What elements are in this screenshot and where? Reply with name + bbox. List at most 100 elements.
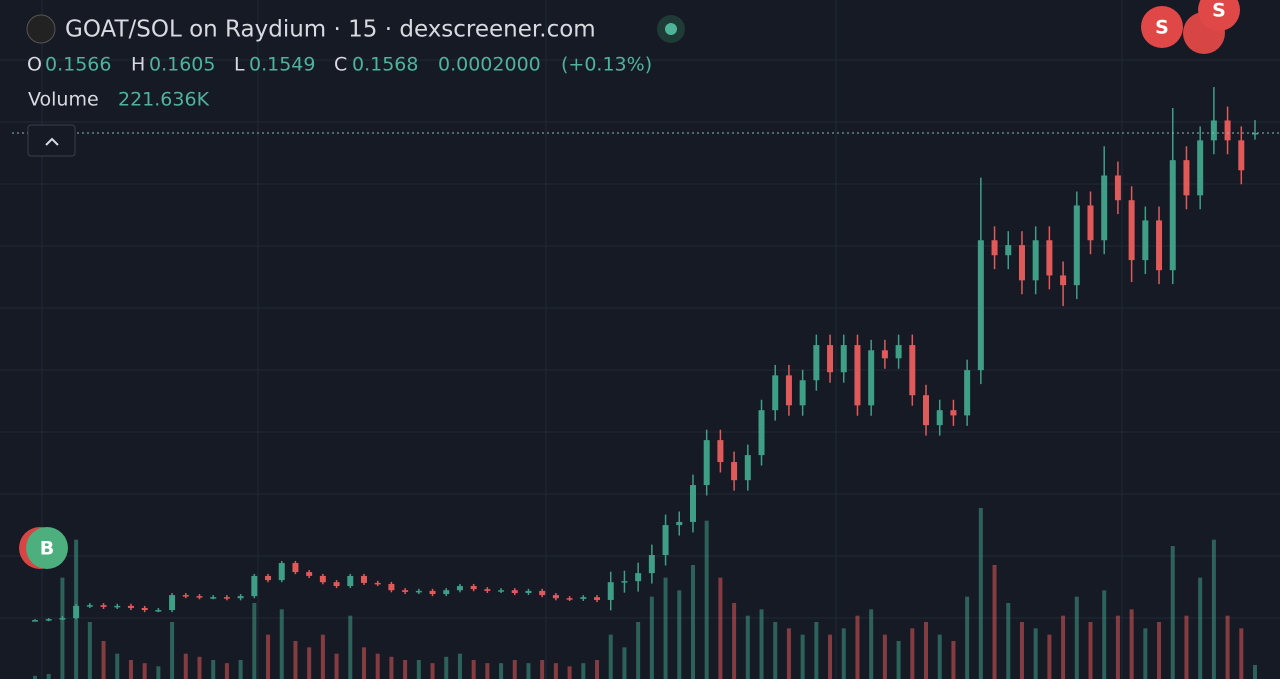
candle-body	[1005, 245, 1012, 256]
volume-bar	[33, 675, 37, 679]
trade-marker	[1141, 6, 1183, 48]
candle-body	[854, 345, 861, 406]
change-value: 0.0002000	[438, 54, 541, 76]
candle-body	[772, 375, 779, 411]
volume-bar	[937, 634, 942, 679]
candle-body	[114, 605, 121, 608]
candle-body	[621, 581, 628, 583]
chevron-icon[interactable]	[45, 137, 59, 146]
volume-bar	[1088, 622, 1093, 679]
volume-bar	[444, 656, 449, 679]
candle-body	[73, 605, 80, 619]
ohlc-key: H	[131, 54, 145, 76]
volume-bar	[800, 634, 805, 679]
candle-body	[1252, 133, 1258, 135]
volume-bar	[128, 660, 133, 679]
volume-bar	[403, 660, 408, 679]
volume-bar	[622, 647, 627, 679]
candle-body	[758, 410, 765, 456]
volume-bar	[690, 565, 695, 679]
volume-bar	[389, 656, 394, 679]
volume-bar	[512, 660, 517, 679]
volume-bar	[567, 666, 572, 679]
candle-body	[964, 370, 971, 416]
candle-body	[1128, 200, 1135, 261]
collapse-button[interactable]	[27, 124, 76, 157]
volume-bar	[965, 596, 970, 679]
candle-body	[360, 575, 367, 583]
volume-bar	[1253, 664, 1257, 679]
candle-body	[319, 575, 326, 583]
volume-bar	[307, 647, 312, 679]
ohlc-value: 0.1566	[45, 54, 111, 76]
candle-body	[785, 375, 792, 406]
candle-body	[1101, 175, 1108, 241]
overlay: B S S	[12, 0, 1280, 569]
volume-bar	[499, 663, 504, 679]
volume-bar	[266, 634, 271, 679]
candle-body	[1156, 220, 1163, 271]
candle-body	[484, 589, 491, 591]
volume-bar	[361, 647, 366, 679]
volume-bar	[718, 577, 723, 679]
candle-body	[1210, 120, 1217, 141]
volume-bar	[375, 653, 380, 679]
volume-key: Volume	[28, 89, 99, 111]
candle-body	[1238, 140, 1245, 171]
candle-body	[676, 521, 683, 526]
change-percent: (+0.13%)	[561, 54, 652, 76]
candle-body	[662, 525, 669, 556]
candle-body	[909, 345, 916, 396]
volume-bar	[841, 628, 846, 679]
volume-bar	[471, 660, 476, 679]
candle-layer	[32, 87, 1258, 622]
candle-body	[731, 462, 738, 481]
candle-body	[977, 240, 984, 371]
candle-body	[1046, 240, 1053, 276]
volume-bar	[540, 660, 545, 679]
volume-bar	[87, 622, 92, 679]
candle-body	[141, 607, 148, 611]
candle-body	[1114, 175, 1121, 201]
volume-layer	[33, 508, 1257, 679]
candle-body	[333, 582, 340, 587]
volume-bar	[581, 663, 586, 679]
candle-body	[1018, 245, 1025, 281]
volume-bar	[526, 663, 531, 679]
candle-body	[59, 618, 66, 620]
volume-bar	[1239, 628, 1244, 679]
volume-bar	[211, 660, 216, 679]
volume-bar	[786, 628, 791, 679]
candle-body	[868, 350, 875, 406]
volume-bar	[320, 634, 325, 679]
volume-bar	[1115, 615, 1120, 679]
candle-body	[292, 563, 299, 573]
volume-value: 221.636K	[118, 89, 210, 111]
trade-marker	[26, 527, 68, 569]
volume-bar	[142, 663, 147, 679]
trade-marker-label: B	[40, 538, 54, 560]
volume-bar	[828, 634, 833, 679]
candle-body	[210, 597, 217, 599]
candle-body	[1060, 275, 1067, 286]
candle-body	[840, 345, 847, 373]
candle-body	[498, 590, 505, 592]
candle-body	[306, 572, 313, 576]
trade-marker-label: S	[1212, 0, 1226, 22]
candle-body	[1224, 120, 1231, 141]
volume-bar	[1225, 615, 1230, 679]
candle-body	[45, 619, 52, 621]
ohlc-value: 0.1549	[249, 54, 315, 76]
volume-bar	[951, 641, 956, 679]
candle-body	[580, 597, 587, 599]
volume-bar	[170, 622, 175, 679]
token-icon	[26, 14, 56, 44]
ohlc-key: L	[234, 54, 245, 76]
volume-bar	[773, 622, 778, 679]
volume-bar	[1006, 603, 1011, 679]
volume-bar	[238, 660, 243, 679]
volume-bar	[869, 609, 874, 679]
candle-body	[813, 345, 820, 381]
